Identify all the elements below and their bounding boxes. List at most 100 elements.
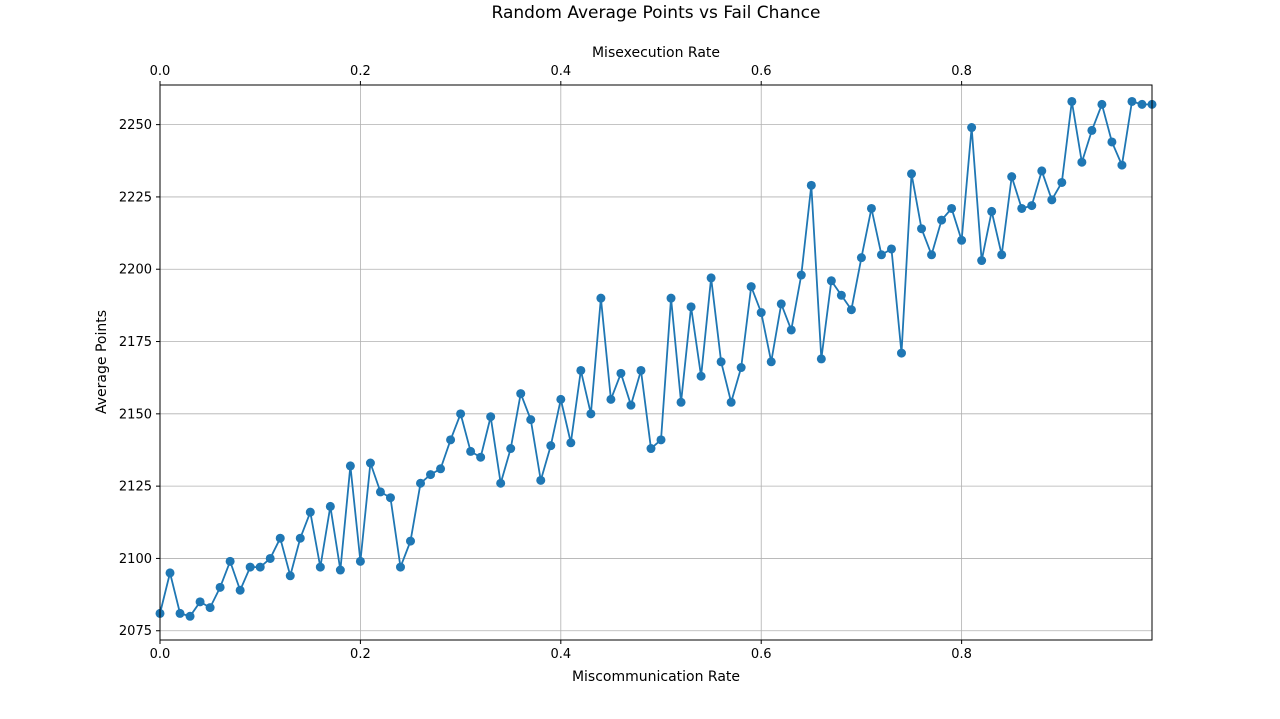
chart-title: Random Average Points vs Fail Chance	[492, 3, 821, 23]
data-point	[416, 478, 426, 488]
data-point	[746, 282, 756, 292]
data-point	[1007, 172, 1017, 182]
data-point	[526, 415, 536, 425]
data-point	[305, 507, 315, 517]
data-point	[185, 611, 195, 621]
data-point	[496, 478, 506, 488]
y-tick-label: 2150	[119, 407, 152, 422]
data-point	[1087, 125, 1097, 135]
data-point	[516, 389, 526, 399]
top-x-tick-label: 0.0	[150, 64, 171, 79]
data-point	[1127, 96, 1137, 106]
y-tick-label: 2100	[119, 552, 152, 567]
data-point	[636, 365, 646, 375]
data-point	[816, 354, 826, 364]
data-point	[786, 325, 796, 335]
data-point	[676, 397, 686, 407]
y-axis-title: Average Points	[94, 310, 110, 414]
top-x-tick-label: 0.4	[550, 64, 571, 79]
data-point	[1037, 166, 1047, 176]
data-point	[856, 253, 866, 263]
data-point	[656, 435, 666, 445]
data-point	[686, 302, 696, 312]
data-point	[886, 244, 896, 254]
data-point	[195, 597, 205, 607]
data-point	[696, 371, 706, 381]
data-point	[215, 582, 225, 592]
data-point	[315, 562, 325, 572]
data-point	[235, 585, 245, 595]
data-point	[846, 305, 856, 315]
y-tick-label: 2200	[119, 263, 152, 278]
data-point	[165, 568, 175, 578]
data-point	[255, 562, 265, 572]
x-tick-label: 0.0	[150, 647, 171, 662]
data-point	[716, 357, 726, 367]
data-point	[796, 270, 806, 280]
data-point	[375, 487, 385, 497]
data-point	[385, 493, 395, 503]
data-point	[466, 446, 476, 456]
data-point	[937, 215, 947, 225]
data-point	[876, 250, 886, 260]
data-point	[245, 562, 255, 572]
x-tick-label: 0.6	[751, 647, 772, 662]
y-tick-label: 2075	[119, 624, 152, 639]
data-point	[646, 444, 656, 454]
data-point	[896, 348, 906, 358]
data-point	[596, 293, 606, 303]
data-point	[426, 470, 436, 480]
data-point	[756, 308, 766, 318]
data-point	[806, 180, 816, 190]
data-point	[436, 464, 446, 474]
data-point	[1057, 177, 1067, 187]
data-point	[486, 412, 496, 422]
data-point	[666, 293, 676, 303]
plot-frame	[159, 84, 1153, 641]
data-point	[1137, 99, 1147, 109]
data-point	[355, 556, 365, 566]
data-point	[947, 203, 957, 213]
data-point	[1017, 203, 1027, 213]
data-point	[325, 501, 335, 511]
data-point	[1027, 201, 1037, 211]
data-point	[987, 206, 997, 216]
data-point	[556, 394, 566, 404]
data-point	[406, 536, 416, 546]
data-point	[275, 533, 285, 543]
data-point	[335, 565, 345, 575]
data-point	[476, 452, 486, 462]
data-point	[616, 368, 626, 378]
data-point	[726, 397, 736, 407]
data-point	[957, 235, 967, 245]
data-point	[395, 562, 405, 572]
grid-lines	[159, 85, 1152, 640]
data-point	[546, 441, 556, 451]
data-point	[345, 461, 355, 471]
data-point	[997, 250, 1007, 260]
series-layer	[155, 96, 1157, 621]
top-axis-title: Misexecution Rate	[592, 45, 720, 61]
data-point	[365, 458, 375, 468]
data-point	[446, 435, 456, 445]
x-tick-label: 0.8	[951, 647, 972, 662]
data-point	[566, 438, 576, 448]
data-point	[1117, 160, 1127, 170]
data-point	[626, 400, 636, 410]
data-point	[285, 571, 295, 581]
data-point	[536, 475, 546, 485]
y-tick-label: 2125	[119, 480, 152, 495]
data-point	[1047, 195, 1057, 205]
data-point	[706, 273, 716, 283]
data-point	[1097, 99, 1107, 109]
data-point	[586, 409, 596, 419]
data-point	[456, 409, 466, 419]
x-axis-title: Miscommunication Rate	[572, 669, 740, 685]
data-point	[175, 608, 185, 618]
y-tick-label: 2250	[119, 118, 152, 133]
data-point	[927, 250, 937, 260]
x-tick-label: 0.4	[550, 647, 571, 662]
data-point	[606, 394, 616, 404]
data-point	[265, 553, 275, 563]
